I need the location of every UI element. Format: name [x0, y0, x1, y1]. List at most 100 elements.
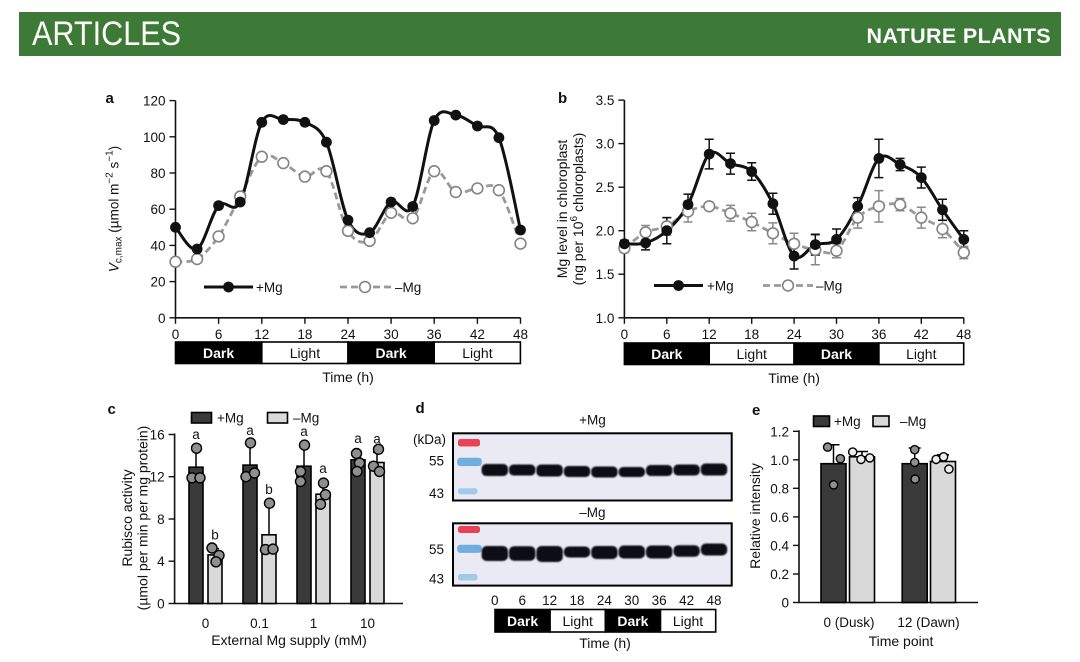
svg-text:42: 42	[914, 327, 929, 342]
svg-text:36: 36	[652, 593, 667, 608]
svg-text:Light: Light	[563, 613, 593, 629]
svg-text:Dark: Dark	[507, 613, 538, 629]
svg-text:48: 48	[706, 593, 721, 608]
svg-text:6: 6	[518, 593, 526, 608]
svg-text:43: 43	[429, 486, 444, 501]
svg-text:24: 24	[340, 327, 356, 342]
svg-text:External Mg supply (mM): External Mg supply (mM)	[211, 632, 367, 648]
svg-text:6: 6	[663, 327, 671, 342]
svg-text:Light: Light	[290, 345, 320, 361]
svg-text:36: 36	[871, 327, 886, 342]
svg-text:18: 18	[569, 593, 584, 608]
svg-text:2.0: 2.0	[596, 224, 615, 239]
svg-text:42: 42	[679, 593, 694, 608]
svg-text:80: 80	[150, 166, 165, 181]
svg-text:–Mg: –Mg	[579, 505, 605, 520]
svg-text:0: 0	[157, 597, 165, 612]
svg-text:30: 30	[384, 327, 399, 342]
svg-text:(kDa): (kDa)	[413, 432, 446, 447]
svg-text:0.6: 0.6	[770, 510, 789, 525]
svg-text:Rubisco activity: Rubisco activity	[119, 469, 135, 566]
svg-text:2.5: 2.5	[596, 180, 615, 195]
svg-text:0: 0	[491, 593, 499, 608]
svg-text:Dark: Dark	[617, 613, 648, 629]
svg-text:Mg level in chloroplast: Mg level in chloroplast	[554, 140, 570, 279]
svg-text:–Mg: –Mg	[395, 280, 421, 295]
svg-text:–Mg: –Mg	[900, 414, 926, 429]
svg-text:1: 1	[310, 616, 318, 631]
svg-text:40: 40	[150, 238, 165, 253]
svg-text:48: 48	[956, 327, 971, 342]
svg-text:1.2: 1.2	[770, 424, 789, 439]
svg-text:55: 55	[429, 454, 444, 469]
svg-text:+Mg: +Mg	[834, 414, 861, 429]
svg-text:Time point: Time point	[869, 633, 934, 649]
svg-text:(ng per 106 chloroplasts): (ng per 106 chloroplasts)	[569, 133, 586, 286]
svg-text:a: a	[300, 424, 308, 439]
svg-text:24: 24	[597, 593, 613, 608]
svg-text:100: 100	[143, 130, 166, 145]
svg-text:4: 4	[157, 554, 165, 569]
svg-text:12: 12	[542, 593, 557, 608]
svg-text:1.0: 1.0	[596, 311, 615, 326]
svg-text:60: 60	[150, 202, 165, 217]
svg-text:18: 18	[744, 327, 759, 342]
svg-text:1.5: 1.5	[596, 267, 615, 282]
svg-text:Time (h): Time (h)	[768, 370, 820, 386]
svg-text:a: a	[246, 423, 254, 438]
svg-text:Time (h): Time (h)	[322, 369, 374, 385]
svg-text:Dark: Dark	[821, 346, 852, 362]
svg-text:Dark: Dark	[376, 345, 407, 361]
svg-text:0: 0	[158, 311, 166, 326]
svg-text:30: 30	[624, 593, 639, 608]
svg-text:Vc,max (µmol m−2 s−1): Vc,max (µmol m−2 s−1)	[105, 146, 125, 272]
svg-text:Light: Light	[673, 613, 703, 629]
svg-text:Light: Light	[906, 346, 936, 362]
svg-text:+Mg: +Mg	[217, 411, 244, 426]
svg-text:b: b	[558, 90, 567, 107]
svg-text:+Mg: +Mg	[707, 279, 734, 294]
svg-text:(µmol per min per mg protein): (µmol per min per mg protein)	[135, 426, 151, 611]
svg-text:16: 16	[150, 428, 165, 443]
svg-text:Dark: Dark	[651, 346, 682, 362]
svg-text:a: a	[106, 90, 115, 107]
svg-text:e: e	[752, 402, 760, 419]
svg-text:0: 0	[202, 616, 210, 631]
svg-text:b: b	[211, 528, 219, 543]
svg-text:0: 0	[621, 327, 629, 342]
svg-text:Time (h): Time (h)	[579, 635, 631, 651]
svg-text:36: 36	[427, 327, 442, 342]
svg-text:0.1: 0.1	[250, 616, 269, 631]
svg-text:24: 24	[787, 327, 803, 342]
svg-text:12: 12	[150, 470, 165, 485]
svg-text:30: 30	[829, 327, 844, 342]
svg-text:c: c	[108, 401, 116, 418]
svg-text:0.2: 0.2	[770, 567, 789, 582]
svg-text:Light: Light	[462, 345, 492, 361]
svg-text:8: 8	[157, 512, 165, 527]
svg-text:0: 0	[172, 327, 180, 342]
svg-text:–Mg: –Mg	[293, 411, 319, 426]
svg-text:1.0: 1.0	[770, 453, 789, 468]
svg-text:20: 20	[150, 275, 165, 290]
svg-text:3.0: 3.0	[596, 137, 615, 152]
svg-text:12: 12	[702, 327, 717, 342]
svg-text:55: 55	[429, 542, 444, 557]
svg-text:0.8: 0.8	[770, 481, 789, 496]
svg-text:6: 6	[215, 327, 223, 342]
svg-text:d: d	[416, 400, 425, 417]
svg-text:Light: Light	[737, 346, 767, 362]
svg-text:a: a	[192, 427, 200, 442]
svg-text:+Mg: +Mg	[256, 280, 283, 295]
svg-text:a: a	[373, 431, 381, 446]
svg-text:43: 43	[429, 572, 444, 587]
svg-text:a: a	[319, 461, 327, 476]
svg-text:10: 10	[360, 616, 375, 631]
svg-text:0: 0	[781, 596, 789, 611]
svg-text:18: 18	[297, 327, 312, 342]
svg-text:a: a	[354, 431, 362, 446]
svg-text:0.4: 0.4	[770, 538, 789, 553]
svg-text:3.5: 3.5	[596, 93, 615, 108]
svg-text:+Mg: +Mg	[579, 413, 606, 428]
svg-text:12 (Dawn): 12 (Dawn)	[897, 615, 959, 630]
